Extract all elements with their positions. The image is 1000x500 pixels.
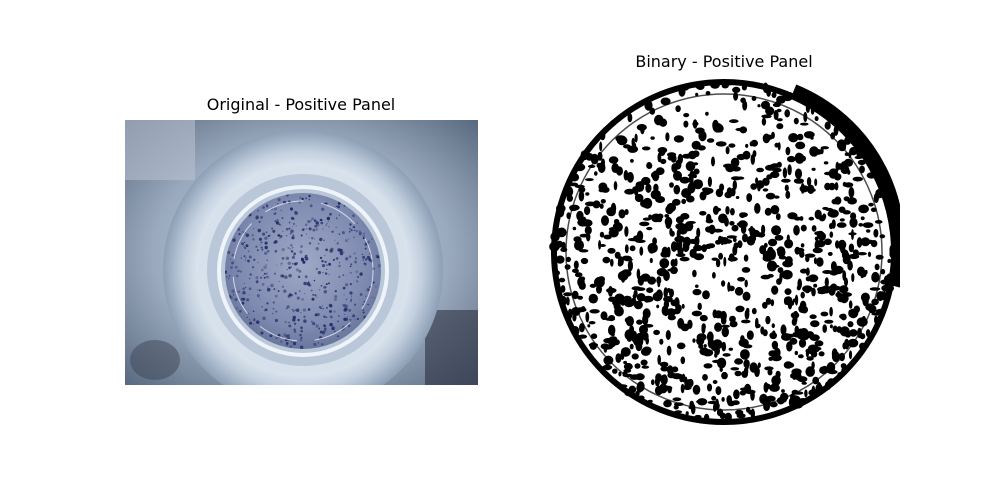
original-panel-title: Original - Positive Panel bbox=[206, 95, 396, 114]
original-well-image bbox=[125, 120, 478, 385]
binary-panel-title: Binary - Positive Panel bbox=[635, 52, 813, 71]
binary-well-image bbox=[549, 77, 900, 427]
